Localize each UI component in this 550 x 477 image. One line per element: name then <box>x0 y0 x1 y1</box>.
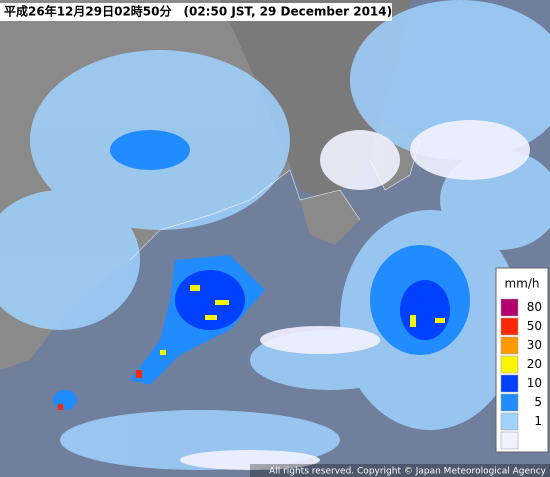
legend-label: 80 <box>527 300 542 314</box>
legend-label: 1 <box>534 414 542 428</box>
legend-label: 20 <box>527 357 542 371</box>
legend-title: mm/h <box>504 277 539 291</box>
legend-label: 50 <box>527 319 542 333</box>
title: 平成26年12月29日02時50分 (02:50 JST, 29 Decembe… <box>4 4 392 19</box>
legend-label: 30 <box>527 338 542 352</box>
title-bar <box>0 3 392 21</box>
rain-peak <box>58 404 63 410</box>
rain-intense <box>160 285 445 355</box>
legend-swatch <box>500 355 519 374</box>
rain-peak <box>136 370 142 378</box>
legend-label: 5 <box>534 395 542 409</box>
legend-swatch <box>500 393 519 412</box>
legend-swatch <box>500 317 519 336</box>
legend-swatch <box>500 298 519 317</box>
legend-swatch <box>500 336 519 355</box>
coastline <box>129 139 421 261</box>
legend: mm/h 80 50 30 20 10 5 1 <box>495 267 549 453</box>
legend-label: 10 <box>527 376 542 390</box>
copyright: All rights reserved. Copyright © Japan M… <box>269 467 547 477</box>
legend-swatch <box>500 412 519 431</box>
legend-swatch <box>500 431 519 450</box>
rain-white <box>180 120 530 470</box>
legend-swatch <box>500 374 519 393</box>
copyright-bg <box>250 464 550 477</box>
